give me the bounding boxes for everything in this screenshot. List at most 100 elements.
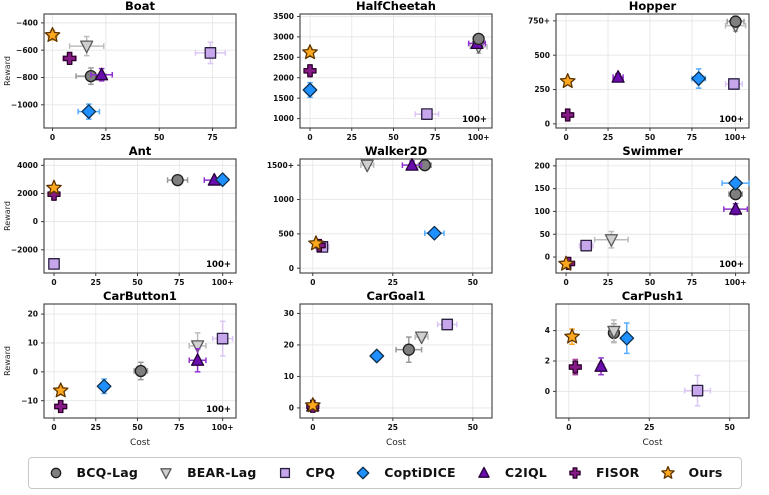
y-tick-label: 250 [534,85,550,94]
data-point-fisor [561,108,575,122]
data-point-fisor [62,51,77,66]
data-point-coptidice [81,104,97,120]
y-tick-label: 500 [534,51,550,60]
y-tick-label: 150 [534,184,550,193]
x-axis-label: Cost [642,438,662,448]
data-point-bear-lag [414,331,429,345]
data-point-c2iql [728,202,743,215]
y-tick-label: 20 [284,341,294,350]
data-point-fisor [568,360,582,374]
data-point-ours [558,255,574,271]
legend-item-bear-lag: BEAR-Lag [157,465,257,481]
data-point-ours [564,328,580,344]
data-point-coptidice [691,71,707,87]
x-tick-label: 25 [603,133,613,142]
subplot-title: HalfCheetah [356,0,436,13]
subplot-carpush1-plot: 0 25 50 0 2 4 CarPush1 Cost [512,290,769,450]
corner-annotation: 100+ [462,115,487,125]
data-point-ours [52,382,69,398]
x-tick-label: 75 [687,278,697,287]
subplot-swimmer: 0 25 50 75 100+ 0 50 100 150 200 100+ Swimmer [512,145,769,290]
subplot-walker2d: 0 25 50 0 500 1000 1500+ Walker2D [256,145,512,290]
data-point-cpq [441,318,454,331]
data-point-coptidice [369,348,385,364]
y-tick-label: −400 [16,18,38,27]
y-tick-label: −10 [21,396,38,405]
y-axis-label: Reward [3,56,12,86]
y-tick-label: −2000 [11,245,38,254]
x-tick-label: 0 [50,133,55,142]
x-tick-label: 25 [101,133,111,142]
subplot-carbutton1: 0 25 50 75 100+ −10 0 10 20 100+ CarButton1 Reward C… [0,290,256,450]
y-tick-label: 50 [540,230,550,239]
data-point-bear-lag [80,40,94,54]
y-tick-label: 1500+ [267,161,294,170]
x-tick-label: 0 [51,278,56,287]
subplot-title: CarGoal1 [367,290,426,303]
data-point-ours [308,235,324,251]
y-tick-label: 0 [289,404,294,413]
data-point-coptidice [96,378,112,394]
legend-label: Ours [688,465,723,480]
legend-label: CoptiDICE [384,465,456,480]
x-tick-label: 50 [468,423,478,432]
x-tick-label: 50 [468,278,478,287]
legend-wrap: BCQ-Lag BEAR-Lag CPQ CoptiDICE C2IQL FISOR Our… [0,450,769,495]
legend-label: FISOR [596,465,640,480]
x-tick-label: 0 [310,423,315,432]
data-point-ours [302,44,318,60]
x-tick-label: 0 [307,133,312,142]
y-tick-label: 500 [278,229,294,238]
legend-item-bcq-lag: BCQ-Lag [47,465,139,481]
y-axis-label: Reward [3,346,12,376]
y-tick-label: 20 [28,310,38,319]
legend-item-cpq: CPQ [276,465,336,481]
y-tick-label: 4 [545,326,550,335]
x-tick-label: 100+ [468,133,490,142]
data-point-coptidice [728,175,744,191]
x-tick-label: 0 [563,133,568,142]
x-tick-label: 50 [132,278,142,287]
subplot-hopper-plot: 0 25 50 75 100+ 0 250 500 750+ 100+ Hopper [512,0,769,145]
y-tick-label: 0 [33,367,38,376]
subplot-boat-plot: 0 25 50 75 −400 −600 −800 −1000 Boat Reward [0,0,256,145]
x-tick-label: 25 [91,423,101,432]
x-tick-label: 75 [687,133,697,142]
corner-annotation: 100+ [719,115,744,125]
subplot-carpush1: 0 25 50 0 2 4 CarPush1 Cost [512,290,769,450]
y-tick-label: −600 [16,46,38,55]
corner-annotation: 100+ [719,260,744,270]
corner-annotation: 100+ [206,260,231,270]
data-point-ours [44,26,61,43]
legend-label: BEAR-Lag [187,465,257,480]
data-point-coptidice [426,225,442,241]
data-point-coptidice [619,330,635,346]
subplot-title: CarPush1 [622,290,684,303]
subplot-boat: 0 25 50 75 −400 −600 −800 −1000 Boat Reward [0,0,256,145]
x-tick-label: 50 [645,278,655,287]
y-tick-label: 0 [545,119,550,128]
legend-item-coptidice: CoptiDICE [354,465,456,481]
y-tick-label: 2000 [273,73,294,82]
data-point-fisor [303,64,317,78]
legend-item-ours: Ours [659,465,723,481]
data-point-coptidice [215,172,231,188]
x-tick-label: 0 [310,278,315,287]
y-tick-label: 1500 [273,94,294,103]
x-tick-label: 50 [645,133,655,142]
subplot-carbutton1-plot: 0 25 50 75 100+ −10 0 10 20 100+ CarButton1 Reward C… [0,290,256,450]
data-point-coptidice [302,82,318,98]
legend-label: BCQ-Lag [76,465,138,480]
x-tick-label: 25 [603,278,613,287]
y-tick-label: 1000 [273,195,294,204]
y-tick-label: 4000 [17,161,38,170]
x-tick-label: 25 [347,133,357,142]
y-tick-label: 30 [284,309,294,318]
x-tick-label: 100+ [725,278,747,287]
subplot-hopper: 0 25 50 75 100+ 0 250 500 750+ 100+ Hopper [512,0,769,145]
legend-item-c2iql: C2IQL [475,465,547,481]
x-tick-label: 25 [91,278,101,287]
x-tick-label: 100+ [212,278,234,287]
data-point-cpq [728,78,740,90]
data-point-c2iql [611,70,625,83]
